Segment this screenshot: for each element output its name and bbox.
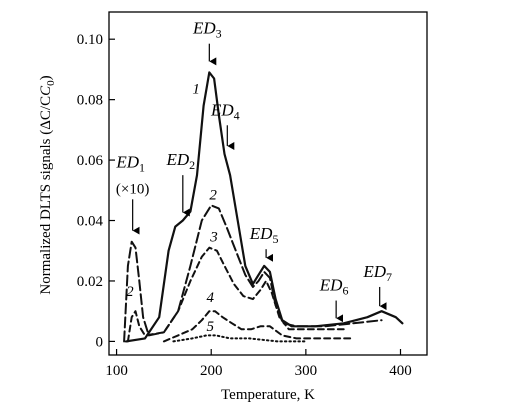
annotation-ED1-extra: (×10) xyxy=(116,181,149,197)
series-line-5-4 xyxy=(172,334,307,343)
x-tick-label: 100 xyxy=(105,363,128,379)
curve-label-1-0: 1 xyxy=(192,82,200,98)
series-layer xyxy=(123,71,404,343)
annotation-ED3: ED3 xyxy=(192,19,222,41)
y-axis: 0 0.02 0.04 0.06 0.08 0.10 xyxy=(77,32,115,350)
series-line-3-2 xyxy=(126,246,345,343)
plot-frame xyxy=(108,11,428,356)
x-axis: 100 200 300 400 xyxy=(105,349,412,379)
series-line-1-0 xyxy=(124,71,404,343)
y-tick-label: 0.02 xyxy=(77,274,103,290)
annotation-ED4: ED4 xyxy=(210,100,240,122)
annotation-layer: (×10) ED1 ED2 ED3 ED4 ED5 ED6 ED7 xyxy=(115,19,392,323)
annotation-ED2: ED2 xyxy=(165,150,195,172)
curve-label-2-5: 2 xyxy=(126,284,134,300)
annotation-ED6: ED6 xyxy=(319,276,349,298)
y-tick-label: 0.10 xyxy=(77,32,103,48)
y-axis-title: Normalized DLTS signals (ΔC/CC0) xyxy=(38,75,57,294)
curve-label-layer: 1 2 3 4 5 2 xyxy=(126,82,218,335)
y-tick-label: 0.08 xyxy=(77,93,103,109)
x-tick-label: 300 xyxy=(295,363,318,379)
x-tick-label: 400 xyxy=(389,363,412,379)
curve-label-4-3: 4 xyxy=(207,290,215,306)
annotation-ED7: ED7 xyxy=(362,262,392,284)
curve-label-5-4: 5 xyxy=(207,319,215,335)
x-axis-title: Temperature, K xyxy=(221,387,315,403)
series-line-4-3 xyxy=(162,310,355,343)
y-tick-label: 0.04 xyxy=(77,214,104,230)
y-tick-label: 0 xyxy=(96,334,104,350)
curve-label-2-1: 2 xyxy=(209,187,217,203)
annotation-ED1: ED1 xyxy=(115,152,145,174)
curve-label-3-2: 3 xyxy=(209,230,218,246)
y-tick-label: 0.06 xyxy=(77,153,104,169)
x-tick-label: 200 xyxy=(200,363,223,379)
annotation-ED5: ED5 xyxy=(249,224,279,246)
